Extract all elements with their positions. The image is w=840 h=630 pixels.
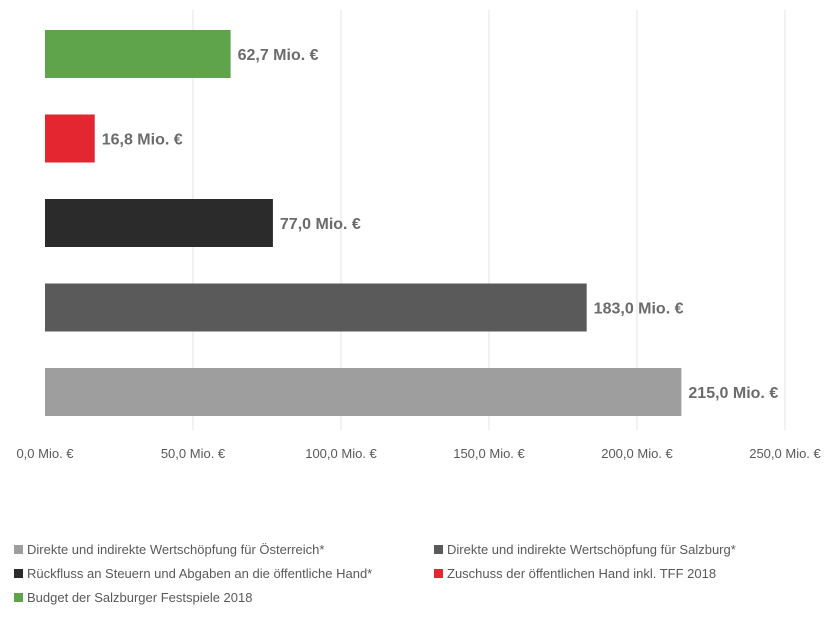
bar-value-label: 77,0 Mio. € (280, 216, 361, 233)
legend-item: Zuschuss der öffentlichen Hand inkl. TFF… (434, 562, 834, 584)
legend-swatch (434, 544, 443, 554)
legend-item: Rückfluss an Steuern und Abgaben an die … (14, 562, 434, 584)
x-tick-label: 100,0 Mio. € (305, 446, 377, 461)
legend-label: Budget der Salzburger Festspiele 2018 (27, 589, 253, 605)
legend-item: Budget der Salzburger Festspiele 2018 (14, 586, 434, 608)
bar (45, 114, 95, 163)
legend-swatch (14, 544, 23, 554)
x-tick-label: 200,0 Mio. € (601, 446, 673, 461)
bar (45, 283, 587, 332)
bar-value-label: 16,8 Mio. € (102, 132, 183, 149)
legend-item: Direkte und indirekte Wertschöpfung für … (14, 538, 434, 560)
x-tick-label: 0,0 Mio. € (16, 446, 74, 461)
legend-item: Direkte und indirekte Wertschöpfung für … (434, 538, 834, 560)
x-tick-label: 250,0 Mio. € (749, 446, 821, 461)
bar-value-label: 183,0 Mio. € (594, 301, 684, 318)
legend-swatch (14, 568, 23, 578)
x-tick-label: 150,0 Mio. € (453, 446, 525, 461)
bar (45, 368, 682, 416)
bar-value-label: 62,7 Mio. € (238, 47, 319, 64)
legend-label: Direkte und indirekte Wertschöpfung für … (447, 541, 736, 557)
bar-chart: 62,7 Mio. € 16,8 Mio. € 77,0 Mio. € 183,0 M… (16, 10, 822, 461)
bar (45, 199, 273, 247)
legend-swatch (434, 568, 443, 578)
legend-label: Rückfluss an Steuern und Abgaben an die … (27, 565, 373, 581)
bar-value-label: 215,0 Mio. € (688, 385, 778, 402)
bar (45, 30, 231, 78)
legend: Direkte und indirekte Wertschöpfung für … (14, 538, 834, 608)
x-tick-label: 50,0 Mio. € (161, 446, 226, 461)
legend-label: Zuschuss der öffentlichen Hand inkl. TFF… (447, 565, 717, 581)
legend-label: Direkte und indirekte Wertschöpfung für … (27, 541, 325, 557)
legend-swatch (14, 592, 23, 602)
